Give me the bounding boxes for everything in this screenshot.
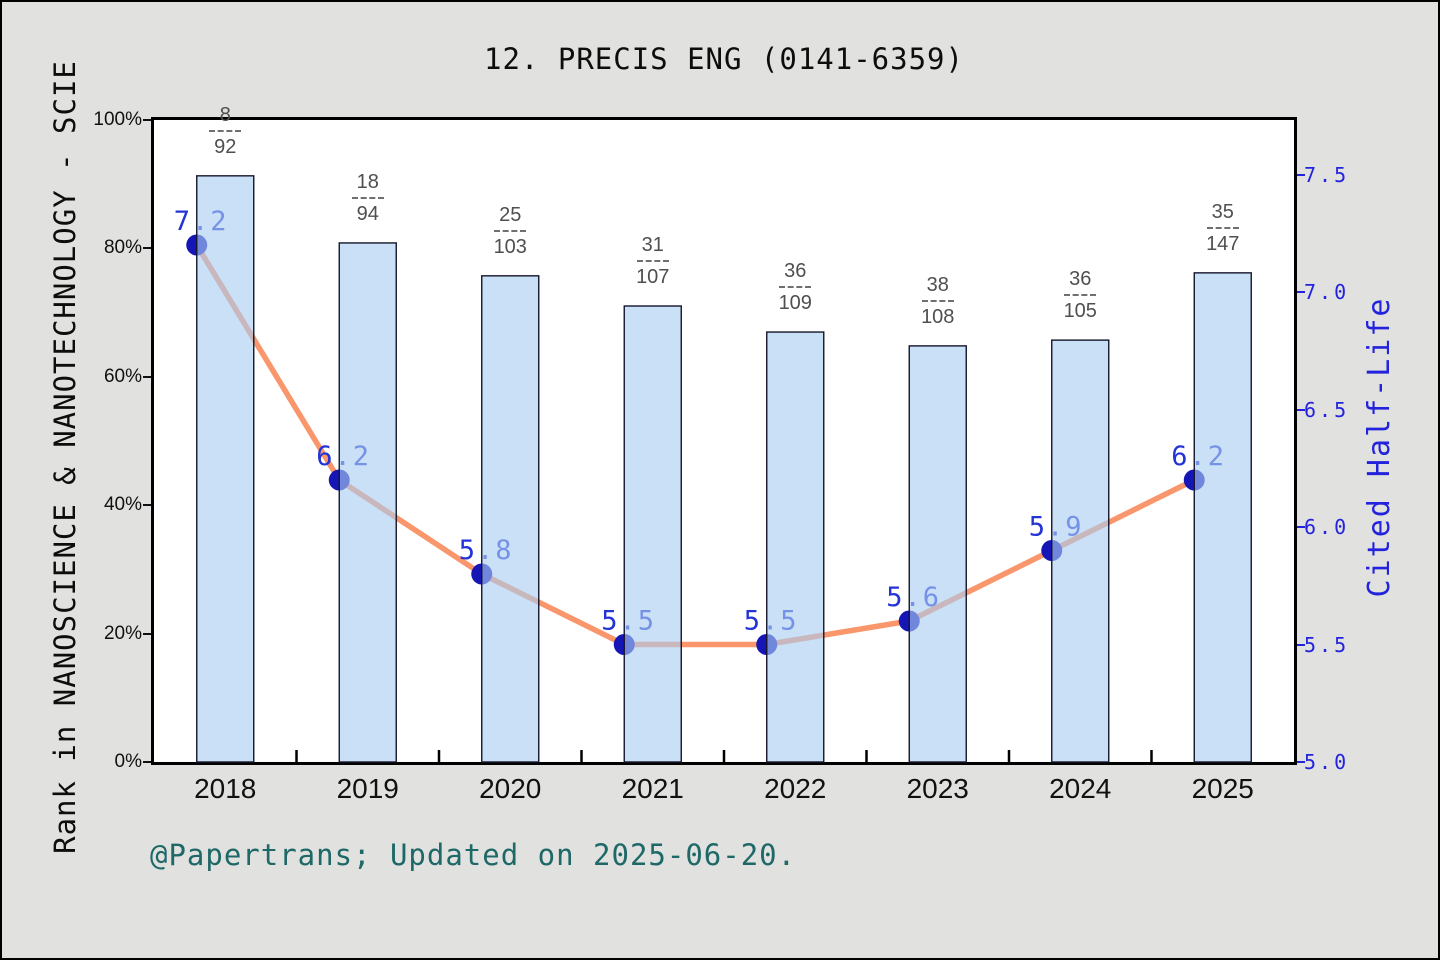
y-right-tick-mark [1297,761,1305,763]
fraction-label-2025: 35 147 [1178,200,1268,256]
fraction-label-2020: 25 103 [465,203,555,259]
y-left-tick-mark [143,119,151,121]
fraction-numerator: 25 [499,203,522,226]
fraction-divider [351,196,384,199]
y-left-tick-mark [143,632,151,635]
y-right-tick-mark [1297,173,1305,176]
fraction-denominator: 107 [636,266,670,288]
fraction-denominator: 94 [356,202,379,225]
fraction-divider [921,299,954,302]
y-right-tick-mark [1297,526,1305,528]
y-left-tick-mark [143,247,151,250]
fraction-divider [779,286,812,289]
fraction-denominator: 108 [921,305,955,328]
footer-credit: @Papertrans; Updated on 2025-06-20. [150,838,797,872]
fraction-label-2024: 36 105 [1035,267,1125,323]
y-left-tick-label-80%: 80% [103,237,142,259]
fraction-denominator: 103 [493,235,527,258]
fraction-numerator: 31 [641,234,664,256]
x-tick-label-2023: 2023 [906,773,969,804]
y-right-tick-label-7.0: 7.0 [1304,280,1350,304]
bar-2024 [1051,339,1110,763]
y-right-tick-mark [1297,643,1305,646]
y-left-tick-mark [143,504,151,507]
bar-2019 [338,242,397,763]
x-tick-label-2024: 2024 [1049,773,1112,804]
fraction-numerator: 36 [784,260,807,283]
fraction-denominator: 92 [214,135,237,158]
fraction-denominator: 105 [1063,300,1097,323]
bar-2020 [481,275,540,763]
chart-canvas: 7.26.25.85.55.55.65.96.2 [174,175,1252,763]
fraction-divider [1064,294,1097,297]
y-left-tick-label-60%: 60% [103,365,142,387]
y-left-tick-label-20%: 20% [103,622,142,644]
y-right-tick-mark [1297,291,1305,293]
y-left-tick-label-40%: 40% [103,494,142,516]
fraction-numerator: 38 [926,273,949,296]
y-right-tick-label-5.5: 5.5 [1304,632,1350,657]
bar-2023 [908,345,967,763]
fraction-denominator: 109 [778,292,812,315]
plot-area: 7.26.25.85.55.55.65.96.2 [151,117,1297,765]
right-y-axis-label: Cited Half-Life [1362,296,1397,598]
x-tick-label-2018: 2018 [194,773,257,804]
fraction-divider [1206,226,1239,229]
y-right-tick-mark [1297,408,1305,411]
fraction-divider [209,129,242,132]
y-right-tick-label-7.5: 7.5 [1304,162,1350,187]
bar-2021 [623,305,682,763]
fraction-label-2021: 31 107 [608,233,698,289]
fraction-divider [636,260,669,262]
fraction-label-2018: 8 92 [180,103,270,159]
x-tick-label-2022: 2022 [764,773,827,804]
fraction-label-2023: 38 108 [893,273,983,329]
x-tick-label-2019: 2019 [336,773,399,804]
y-left-tick-label-0%: 0% [114,751,142,772]
x-tick-label-2020: 2020 [479,773,542,804]
fraction-denominator: 147 [1206,232,1240,255]
fraction-numerator: 36 [1069,268,1092,291]
fraction-numerator: 18 [356,170,379,193]
y-right-tick-label-6.5: 6.5 [1304,397,1350,422]
fraction-label-2022: 36 109 [750,259,840,315]
y-left-tick-mark [143,761,151,763]
bar-2018 [196,175,255,763]
fraction-label-2019: 18 94 [323,170,413,226]
y-left-tick-mark [143,375,151,378]
y-left-tick-label-100%: 100% [93,109,142,130]
y-right-tick-label-5.0: 5.0 [1304,750,1350,774]
bar-2025 [1193,272,1252,763]
fraction-divider [494,229,527,232]
chart-title: 12. PRECIS ENG (0141-6359) [484,42,964,76]
bar-2022 [766,331,825,763]
fraction-numerator: 8 [219,103,231,126]
x-tick-label-2021: 2021 [621,773,684,804]
y-right-tick-label-6.0: 6.0 [1304,515,1350,539]
fraction-numerator: 35 [1211,200,1234,223]
x-tick-label-2025: 2025 [1191,773,1254,804]
